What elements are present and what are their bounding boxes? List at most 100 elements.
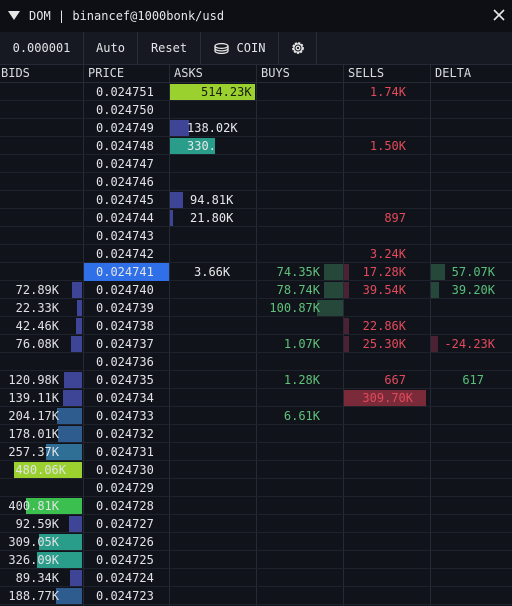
price-value[interactable]: 0.024732 [96,427,154,441]
bid-volume-bar [39,534,82,550]
price-value[interactable]: 0.024744 [96,211,154,225]
price-value[interactable]: 0.024739 [96,301,154,315]
auto-button[interactable]: Auto [84,32,138,64]
price-value[interactable]: 0.024746 [96,175,154,189]
table-row[interactable]: 257.37K 0.024731 [0,443,512,461]
price-value[interactable]: 0.024738 [96,319,154,333]
price-value[interactable]: 0.024750 [96,103,154,117]
price-value[interactable]: 0.024747 [96,157,154,171]
bid-cell[interactable]: 22.33K [0,299,82,317]
table-row[interactable]: 309.05K 0.024726 [0,533,512,551]
bid-cell[interactable]: 92.59K [0,515,82,533]
table-row[interactable]: 76.08K 0.024737 1.07K 25.30K -24.23K [0,335,512,353]
price-value[interactable]: 0.024723 [96,589,154,603]
price-value[interactable]: 0.024751 [96,85,154,99]
price-value[interactable]: 0.024729 [96,481,154,495]
price-value[interactable]: 0.024740 [96,283,154,297]
price-value[interactable]: 0.024742 [96,247,154,261]
table-row[interactable]: 0.024744 21.80K 897 [0,209,512,227]
table-row[interactable]: 204.17K 0.024733 6.61K [0,407,512,425]
reset-button[interactable]: Reset [138,32,201,64]
bid-cell[interactable]: 178.01K [0,425,82,443]
price-value[interactable]: 0.024749 [96,121,154,135]
price-value[interactable]: 0.024745 [96,193,154,207]
unit-toggle-button[interactable]: COIN [201,32,279,64]
row-divider [0,406,512,407]
table-row[interactable]: 400.81K 0.024728 [0,497,512,515]
table-row[interactable]: 72.89K 0.024740 78.74K 39.54K 39.20K [0,281,512,299]
ask-value[interactable]: 138.02K [187,121,238,135]
price-value[interactable]: 0.024748 [96,139,154,153]
table-row[interactable]: 0.024750 [0,101,512,119]
bid-cell[interactable]: 72.89K [0,281,82,299]
ask-value[interactable]: 21.80K [190,211,234,225]
table-row[interactable]: 139.11K 0.024734 309.70K [0,389,512,407]
bid-cell[interactable]: 326.09K [0,551,82,569]
price-value[interactable]: 0.024741 [96,265,154,279]
bid-cell[interactable]: 257.37K [0,443,82,461]
bid-cell[interactable]: 120.98K [0,371,82,389]
bid-value: 76.08K [15,337,59,351]
price-value[interactable]: 0.024736 [96,355,154,369]
collapse-triangle-icon[interactable] [8,11,20,20]
bid-cell[interactable]: 400.81K [0,497,82,515]
price-value[interactable]: 0.024727 [96,517,154,531]
ask-value[interactable]: 330. [187,139,216,153]
table-row[interactable]: 0.024736 [0,353,512,371]
ask-volume-bar [170,192,183,208]
bid-cell[interactable]: 309.05K [0,533,82,551]
table-row[interactable]: 0.024741 3.66K 74.35K 17.28K 57.07K [0,263,512,281]
price-value[interactable]: 0.024731 [96,445,154,459]
bid-value: 139.11K [8,391,59,405]
price-value[interactable]: 0.024725 [96,553,154,567]
table-row[interactable]: 0.024743 [0,227,512,245]
table-row[interactable]: 0.024745 94.81K [0,191,512,209]
bid-value: 22.33K [15,301,59,315]
table-row[interactable]: 188.77K 0.024723 [0,587,512,605]
table-row[interactable]: 326.09K 0.024725 [0,551,512,569]
table-row[interactable]: 120.98K 0.024735 1.28K 667 617 [0,371,512,389]
price-value[interactable]: 0.024735 [96,373,154,387]
price-value[interactable]: 0.024733 [96,409,154,423]
close-icon[interactable] [492,8,506,22]
column-divider [430,65,431,606]
ask-value[interactable]: 514.23K [201,85,252,99]
bid-cell[interactable]: 204.17K [0,407,82,425]
coin-stack-icon [213,42,229,54]
row-divider [0,172,512,173]
sell-value: 39.54K [362,283,406,297]
table-row[interactable]: 480.06K 0.024730 [0,461,512,479]
table-row[interactable]: 178.01K 0.024732 [0,425,512,443]
price-value[interactable]: 0.024743 [96,229,154,243]
bid-cell[interactable]: 89.34K [0,569,82,587]
price-value[interactable]: 0.024730 [96,463,154,477]
tick-size-button[interactable]: 0.000001 [0,32,84,64]
sell-value: 17.28K [362,265,406,279]
price-value[interactable]: 0.024734 [96,391,154,405]
bid-cell[interactable]: 139.11K [0,389,82,407]
settings-button[interactable] [279,32,317,64]
price-value[interactable]: 0.024737 [96,337,154,351]
table-row[interactable]: 0.024742 3.24K [0,245,512,263]
table-row[interactable]: 92.59K 0.024727 [0,515,512,533]
bid-cell[interactable]: 480.06K [0,461,82,479]
table-row[interactable]: 0.024729 [0,479,512,497]
price-value[interactable]: 0.024728 [96,499,154,513]
table-row[interactable]: 0.024751 514.23K 1.74K [0,83,512,101]
table-row[interactable]: 89.34K 0.024724 [0,569,512,587]
ask-value[interactable]: 94.81K [190,193,234,207]
sell-value: 1.74K [369,85,406,99]
bid-cell[interactable]: 76.08K [0,335,82,353]
sell-volume-bar [344,282,349,298]
table-row[interactable]: 0.024749 138.02K [0,119,512,137]
price-value[interactable]: 0.024726 [96,535,154,549]
table-row[interactable]: 0.024748 330. 1.50K [0,137,512,155]
price-value[interactable]: 0.024724 [96,571,154,585]
table-row[interactable]: 0.024746 [0,173,512,191]
table-row[interactable]: 22.33K 0.024739 100.87K [0,299,512,317]
table-row[interactable]: 0.024747 [0,155,512,173]
bid-cell[interactable]: 42.46K [0,317,82,335]
table-row[interactable]: 42.46K 0.024738 22.86K [0,317,512,335]
ask-value[interactable]: 3.66K [194,265,231,279]
bid-cell[interactable]: 188.77K [0,587,82,605]
